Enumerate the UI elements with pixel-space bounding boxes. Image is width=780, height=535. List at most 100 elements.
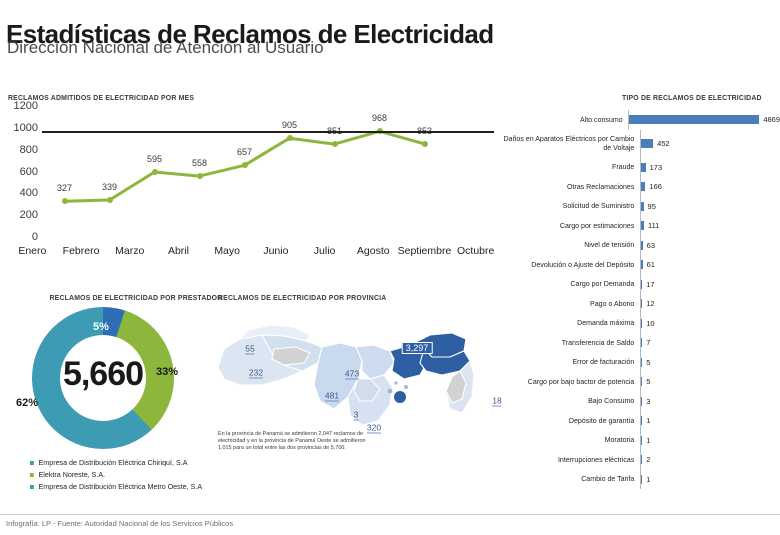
line-chart-x-tick: Julio (313, 245, 336, 257)
bar-chart-value-label: 63 (646, 240, 656, 250)
bar-chart-row: Cargo por Demanda 17 (492, 274, 780, 294)
donut-slice-label-5: 5% (93, 321, 109, 333)
bar-chart-bar (641, 260, 643, 270)
bar-chart-value-label: 1 (646, 435, 651, 445)
line-chart-y-axis: 1200 1000 800 600 400 200 0 (0, 101, 38, 243)
line-chart-x-tick: Enero (18, 245, 47, 257)
donut-slice-label-33: 33% (156, 366, 179, 378)
bar-chart-track: 5 (640, 372, 780, 392)
bar-chart-track: 4869 (628, 110, 780, 130)
bar-chart-category-label: Nivel de tensión (584, 240, 635, 249)
bar-chart-value-label: 7 (646, 338, 651, 348)
bar-chart-bar (641, 182, 646, 192)
bar-chart-category-label: Interrupciones eléctricas (557, 454, 635, 464)
bar-chart-category-label: Cargo por estimaciones (559, 220, 635, 230)
province-herrera (353, 378, 381, 402)
bar-chart-bar (641, 435, 643, 445)
bar-chart-bar (641, 240, 643, 250)
line-chart-x-tick: Abril (167, 245, 189, 257)
bar-chart-value-label: 111 (647, 221, 660, 231)
line-chart-data-label: 595 (146, 154, 163, 165)
line-chart-data-point (286, 135, 293, 142)
bar-chart-category-label: Bajo Consumo (588, 396, 635, 405)
bar-chart-track: 95 (640, 196, 780, 216)
donut-hole (60, 335, 146, 421)
bar-chart-category-label: Fraude (612, 162, 635, 171)
bar-chart-row: Devolución o Ajuste del Depósito 61 (492, 255, 780, 275)
bar-chart-track: 1 (640, 469, 780, 489)
bar-chart-row: Otras Reclamaciones 166 (492, 177, 780, 197)
bar-chart-row: Transferencia de Saldo 7 (492, 333, 780, 353)
island-small-2 (404, 385, 408, 389)
bar-chart-row: Demanda máxima 10 (492, 313, 780, 333)
line-chart-y-tick: 0 (31, 231, 38, 243)
line-chart-x-tick: Junio (263, 245, 289, 257)
line-chart-data-point (331, 141, 338, 148)
province-comarca-ngabe-bugle (271, 346, 311, 366)
bar-chart-value-label: 3 (646, 396, 651, 406)
donut-slice-label-62: 62% (16, 397, 39, 409)
line-chart-x-tick: Febrero (62, 245, 100, 257)
bar-chart-bar (641, 221, 644, 231)
bar-chart-track: 61 (640, 255, 780, 275)
island-taboga (394, 391, 406, 403)
bar-chart-category-label: Depósito de garantía (568, 415, 635, 425)
line-chart-data-label: 558 (191, 158, 208, 169)
bar-chart-row: Depósito de garantía 1 (492, 411, 780, 431)
donut-chart: 5,660 62% 5% 33% (10, 305, 205, 450)
page-title: Estadísticas de Reclamos de Electricidad (6, 19, 494, 50)
bar-chart-bar (641, 396, 643, 406)
bar-chart-title: TIPO DE RECLAMOS DE ELECTRICIDAD (622, 93, 762, 102)
bar-chart-track: 12 (640, 294, 780, 314)
donut-legend-item: Elektra Noreste, S.A. (30, 470, 249, 479)
bar-chart-row: Cargo por bajo bactor de potencia 5 (492, 372, 780, 392)
line-chart-y-tick: 1000 (13, 121, 38, 134)
bar-chart-row: Error de facturación 5 (492, 352, 780, 372)
donut-legend-label: Empresa de Distribución Eléctrica Chiriq… (38, 458, 188, 467)
line-chart-y-tick: 800 (19, 143, 38, 156)
bar-chart-bar (641, 416, 643, 426)
line-chart-data-point (106, 196, 113, 203)
line-chart-x-tick: Septiembre (397, 245, 452, 257)
bar-chart-track: 7 (640, 333, 780, 353)
bar-chart-bar (641, 279, 643, 289)
bar-chart-value-label: 166 (649, 182, 662, 192)
bar-chart-category-label: Cargo por Demanda (570, 279, 635, 288)
footer-credit: Infografía: LP - Fuente: Autoridad Nacio… (6, 519, 234, 528)
bar-chart-value-label: 173 (649, 162, 663, 172)
bar-chart-value-label: 95 (647, 201, 656, 211)
map-province-value: 320 (366, 422, 382, 434)
donut-legend-label: Elektra Noreste, S.A. (38, 470, 106, 479)
line-chart-plot: 327339595558657905851968853 (42, 106, 492, 238)
line-chart-data-label: 327 (56, 183, 73, 194)
page-subtitle: Dirección Nacional de Atención al Usuari… (7, 38, 324, 57)
map-title: RECLAMOS DE ELECTRICIDAD POR PROVINCIA (218, 293, 387, 302)
map-province-value: 55 (245, 343, 255, 355)
donut-legend: Empresa de Distribución Eléctrica Chiriq… (30, 458, 260, 494)
bar-chart-value-label: 5 (646, 357, 651, 367)
line-chart-y-tick: 400 (19, 187, 38, 200)
bar-chart-category-label: Demanda máxima (577, 318, 635, 327)
map-province-value: 3 (353, 409, 359, 421)
bar-chart-track: 63 (640, 235, 780, 255)
bar-chart-category-label: Error de facturación (572, 357, 635, 366)
footer-divider (0, 514, 780, 515)
bar-chart-category-label: Devolución o Ajuste del Depósito (531, 259, 635, 269)
bar-chart-track: 111 (640, 216, 780, 236)
line-chart-data-label: 657 (236, 147, 253, 158)
bar-chart-value-label: 17 (646, 279, 655, 289)
bar-chart-row: Solicitud de Suministro 95 (492, 196, 780, 216)
line-chart-data-label: 905 (281, 120, 298, 131)
island-small-3 (394, 381, 398, 385)
bar-chart-value-label: 4869 (763, 115, 780, 125)
map-province-value: 18 (492, 395, 502, 407)
line-chart-x-labels: Enero Febrero Marzo Abril Mayo Junio Julio Agos… (8, 245, 500, 263)
bar-chart-value-label: 61 (646, 260, 655, 270)
legend-swatch-icon (30, 460, 34, 465)
bar-chart-value-label: 12 (646, 299, 655, 309)
bar-chart-value-label: 10 (646, 318, 655, 328)
map-province-value: 481 (324, 390, 340, 402)
panama-map-svg (217, 324, 474, 426)
bar-chart-row: Pago o Abono 12 (492, 294, 780, 314)
